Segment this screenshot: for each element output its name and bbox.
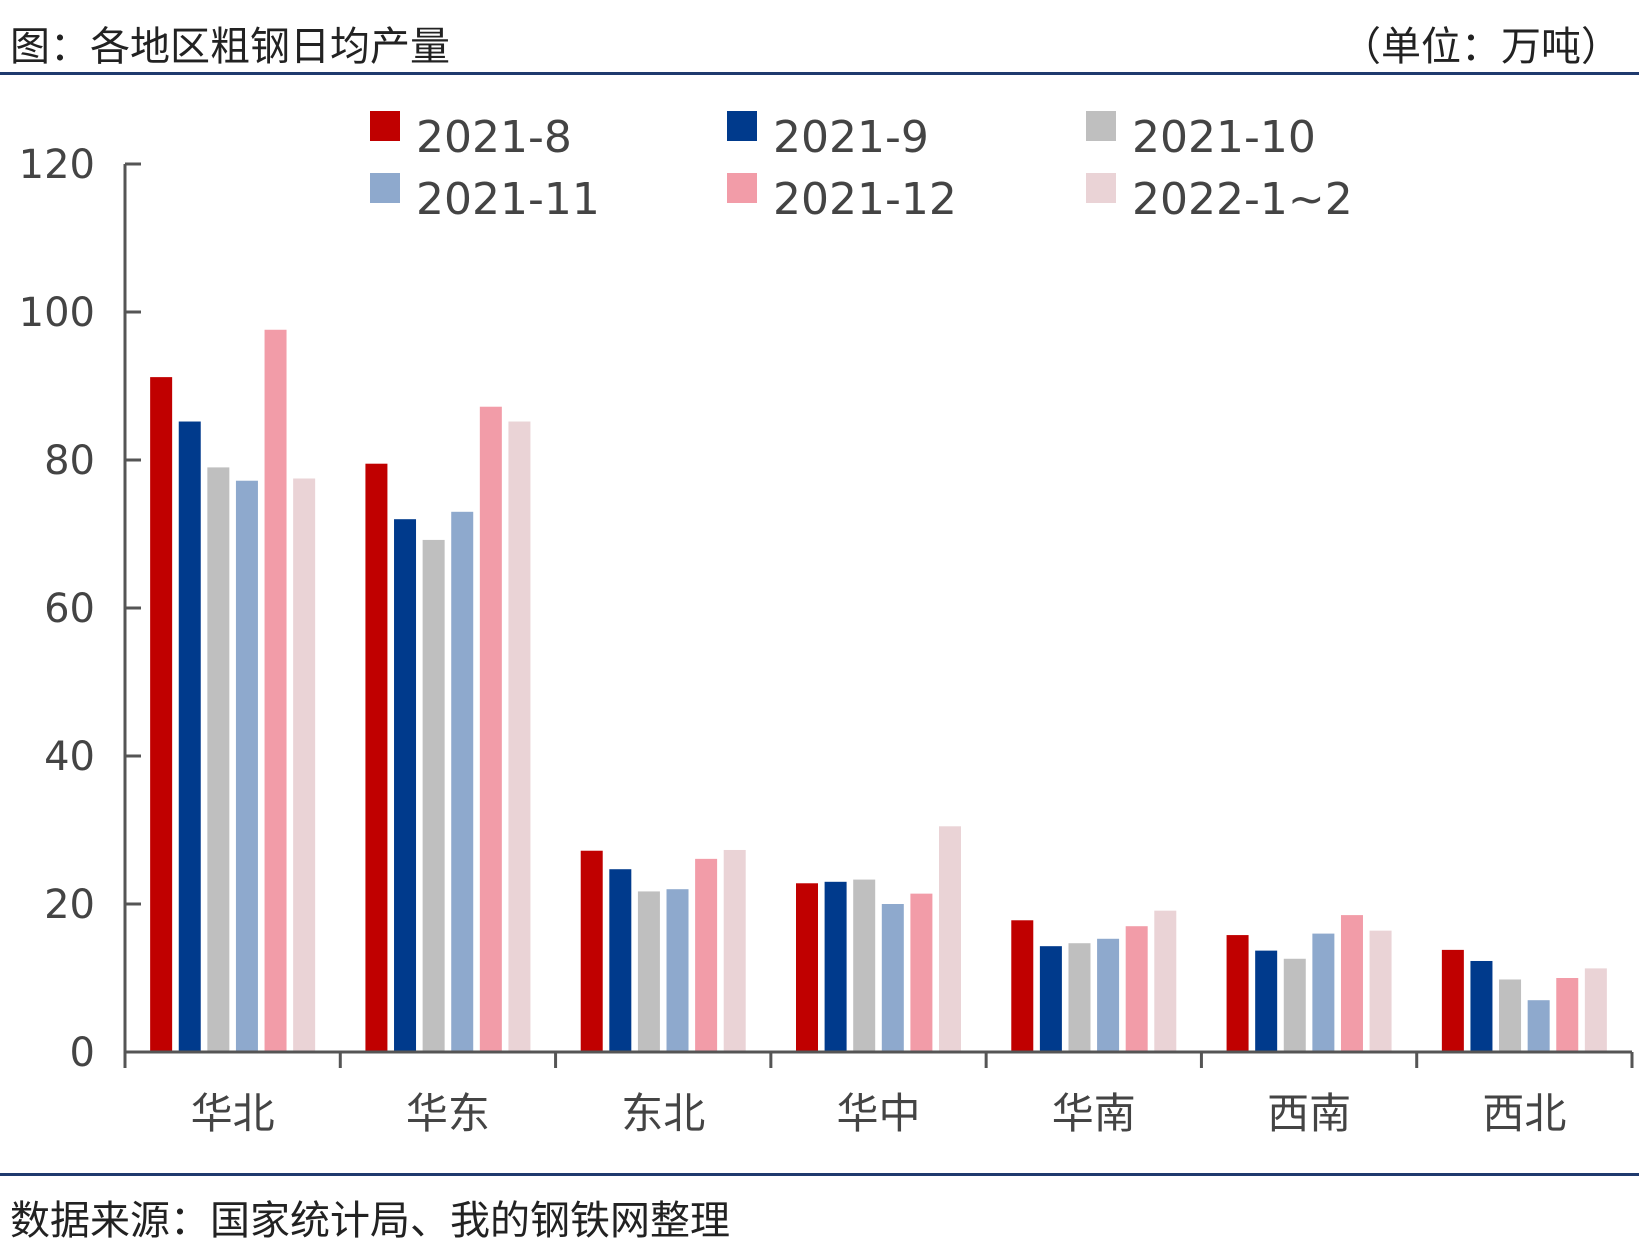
x-axis: 华北 华东 东北 华中 华南 西南 西北 <box>123 1050 1634 1138</box>
bar <box>1068 943 1091 1052</box>
bar <box>609 869 632 1052</box>
x-category-label: 华北 <box>191 1089 275 1138</box>
bar <box>1312 933 1335 1052</box>
bar <box>1340 915 1363 1052</box>
legend: 2021-8 2021-9 2021-10 2021-11 2021-12 2022-1~… <box>370 111 1353 225</box>
bar <box>1011 920 1034 1052</box>
bar <box>939 826 961 1052</box>
footer-rule <box>0 1173 1639 1176</box>
legend-swatch <box>727 111 757 141</box>
y-tick-label: 60 <box>44 586 95 632</box>
bar <box>479 406 502 1053</box>
bar <box>1499 979 1522 1052</box>
bar <box>1125 926 1148 1052</box>
bar <box>1097 938 1120 1052</box>
bar <box>1039 946 1062 1052</box>
bar <box>207 467 230 1052</box>
bar <box>365 463 388 1052</box>
bar <box>1283 958 1306 1052</box>
bar <box>1154 910 1177 1052</box>
bar <box>1226 935 1249 1052</box>
bar <box>637 891 660 1052</box>
bar <box>150 377 173 1052</box>
x-category-label: 西北 <box>1482 1089 1566 1138</box>
bar <box>796 883 818 1052</box>
bar <box>1527 1000 1550 1052</box>
bar <box>1369 930 1392 1052</box>
bar <box>422 539 445 1052</box>
bar <box>293 478 316 1052</box>
chart-header: 图：各地区粗钢日均产量 （单位：万吨） <box>0 0 1639 76</box>
bar <box>695 858 718 1052</box>
y-tick-label: 120 <box>19 142 95 188</box>
bar <box>824 881 847 1052</box>
legend-label: 2021-11 <box>416 174 600 225</box>
bar <box>178 421 201 1052</box>
bar <box>1556 978 1579 1052</box>
legend-swatch <box>727 173 757 203</box>
bar <box>235 480 258 1053</box>
bar <box>853 879 876 1052</box>
source-note: 数据来源：国家统计局、我的钢铁网整理 <box>10 1198 730 1244</box>
bar <box>1441 949 1464 1052</box>
y-axis: 0 20 40 60 80 100 120 <box>19 142 141 1076</box>
x-category-label: 华中 <box>836 1089 920 1138</box>
legend-swatch <box>1086 173 1116 203</box>
y-tick-label: 0 <box>70 1030 95 1076</box>
chart-title: 图：各地区粗钢日均产量 <box>10 24 450 70</box>
legend-swatch <box>370 111 400 141</box>
header-rule <box>0 72 1639 75</box>
bar <box>881 904 904 1052</box>
bar-chart: 2021-8 2021-9 2021-10 2021-11 2021-12 2022-1~… <box>19 111 1634 1138</box>
legend-swatch <box>1086 111 1116 141</box>
legend-label: 2021-9 <box>773 112 929 163</box>
bar <box>451 511 474 1052</box>
bar <box>508 421 531 1052</box>
bar <box>1255 950 1278 1052</box>
x-category-label: 华南 <box>1052 1089 1136 1138</box>
bars <box>150 329 1607 1053</box>
bar <box>666 889 689 1052</box>
bar <box>580 850 603 1052</box>
legend-label: 2021-8 <box>416 112 572 163</box>
y-tick-label: 80 <box>44 438 95 484</box>
y-tick-label: 20 <box>44 882 95 928</box>
unit-label: （单位：万吨） <box>1341 24 1621 70</box>
y-tick-label: 40 <box>44 734 95 780</box>
bar <box>1584 968 1607 1052</box>
legend-swatch <box>370 173 400 203</box>
x-category-label: 华东 <box>406 1089 490 1138</box>
legend-label: 2021-10 <box>1132 112 1316 163</box>
x-category-label: 西南 <box>1267 1089 1351 1138</box>
bar <box>910 893 933 1052</box>
bar <box>264 329 287 1052</box>
x-category-label: 东北 <box>621 1089 705 1138</box>
y-tick-label: 100 <box>19 290 95 336</box>
bar <box>394 519 417 1052</box>
bar <box>723 849 746 1052</box>
bar <box>1470 960 1493 1052</box>
legend-label: 2022-1~2 <box>1132 174 1353 225</box>
legend-label: 2021-12 <box>773 174 957 225</box>
